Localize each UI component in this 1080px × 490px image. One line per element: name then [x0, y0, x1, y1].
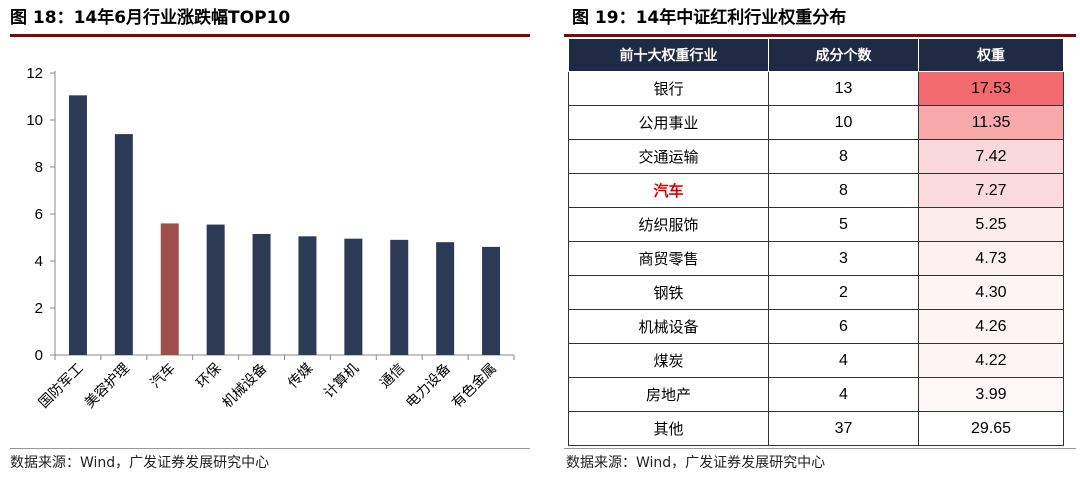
bar-1	[68, 95, 87, 355]
bar-10	[482, 246, 501, 355]
title-divider	[564, 34, 1076, 37]
weight-cell: 17.53	[918, 71, 1064, 106]
count-cell: 13	[768, 71, 919, 106]
x-category-label: 机械设备	[219, 360, 271, 412]
count-cell: 5	[768, 207, 919, 242]
industry-cell: 商贸零售	[568, 241, 769, 276]
table-row: 交通运输 8 7.42	[568, 139, 1064, 174]
x-category-label: 通信	[377, 361, 408, 392]
header-industry: 前十大权重行业	[568, 38, 769, 72]
weight-cell: 4.26	[918, 309, 1064, 344]
header-weight: 权重	[918, 38, 1064, 72]
bar-6	[298, 236, 317, 355]
industry-cell: 煤炭	[568, 343, 769, 378]
bar-3	[160, 223, 179, 355]
industry-cell: 纺织服饰	[568, 207, 769, 242]
count-cell: 4	[768, 343, 919, 378]
weight-cell: 5.25	[918, 207, 1064, 242]
count-cell: 2	[768, 275, 919, 310]
table-row: 煤炭 4 4.22	[568, 343, 1064, 378]
count-cell: 37	[768, 411, 919, 446]
table-row: 汽车 8 7.27	[568, 173, 1064, 208]
table-panel: 图 19：14年中证红利行业权重分布 前十大权重行业 成分个数 权重 银行 13 1…	[562, 0, 1080, 490]
source-divider	[10, 448, 530, 449]
table-source: 数据来源：Wind，广发证券发展研究中心	[566, 455, 826, 471]
table-row: 机械设备 6 4.26	[568, 309, 1064, 344]
bar-5	[252, 233, 271, 355]
table-row: 公用事业 10 11.35	[568, 105, 1064, 140]
x-category-label: 国防军工	[36, 361, 87, 412]
chart-source: 数据来源：Wind，广发证券发展研究中心	[10, 455, 270, 471]
table-row: 钢铁 2 4.30	[568, 275, 1064, 310]
count-cell: 10	[768, 105, 919, 140]
x-category-label: 电力设备	[402, 360, 454, 412]
y-tick-label: 0	[35, 347, 43, 364]
industry-cell: 机械设备	[568, 309, 769, 344]
x-category-label: 传媒	[285, 361, 316, 392]
industry-cell: 交通运输	[568, 139, 769, 174]
bar-2	[114, 134, 133, 355]
count-cell: 3	[768, 241, 919, 276]
industry-cell: 公用事业	[568, 105, 769, 140]
weight-cell: 7.42	[918, 139, 1064, 174]
table-row: 纺织服饰 5 5.25	[568, 207, 1064, 242]
y-tick-label: 4	[35, 253, 43, 270]
bar-9	[436, 242, 455, 355]
table-row: 房地产 4 3.99	[568, 377, 1064, 412]
bar-8	[390, 239, 409, 355]
x-category-label: 汽车	[147, 360, 179, 392]
chart-panel: 图 18：14年6月行业涨跌幅TOP10 0 2 4 6 8 10 12 国防军工 美容护理 汽车…	[10, 8, 530, 471]
weight-cell: 11.35	[918, 105, 1064, 140]
y-tick-label: 2	[35, 300, 43, 317]
table-row: 商贸零售 3 4.73	[568, 241, 1064, 276]
x-category-label: 有色金属	[448, 360, 500, 412]
x-category-label: 环保	[193, 361, 224, 392]
y-tick-label: 6	[35, 206, 43, 223]
bar-7	[344, 238, 363, 355]
industry-cell: 房地产	[568, 377, 769, 412]
weight-cell: 7.27	[918, 173, 1064, 208]
chart-title: 图 18：14年6月行业涨跌幅TOP10	[10, 8, 291, 28]
x-category-label: 美容护理	[81, 360, 133, 412]
title-divider	[10, 34, 530, 37]
weight-cell: 3.99	[918, 377, 1064, 412]
count-cell: 4	[768, 377, 919, 412]
industry-cell: 银行	[568, 71, 769, 106]
x-category-label: 计算机	[321, 361, 362, 402]
source-divider	[564, 448, 1076, 449]
weight-cell: 29.65	[918, 411, 1064, 446]
count-cell: 8	[768, 173, 919, 208]
industry-cell: 汽车	[568, 173, 769, 208]
bar-4	[206, 224, 225, 355]
weight-cell: 4.22	[918, 343, 1064, 378]
count-cell: 8	[768, 139, 919, 174]
header-count: 成分个数	[768, 38, 919, 72]
table-row: 银行 13 17.53	[568, 71, 1064, 106]
weight-cell: 4.73	[918, 241, 1064, 276]
table-title: 图 19：14年中证红利行业权重分布	[572, 8, 847, 28]
weight-cell: 4.30	[918, 275, 1064, 310]
y-tick-label: 12	[26, 65, 43, 82]
y-tick-label: 10	[26, 112, 43, 129]
industry-cell: 钢铁	[568, 275, 769, 310]
table-row: 其他 37 29.65	[568, 411, 1064, 446]
weights-table: 前十大权重行业 成分个数 权重 银行 13 17.53 公用事业 10 11.35 交通运输…	[568, 38, 1064, 446]
table-header-row: 前十大权重行业 成分个数 权重	[568, 38, 1064, 72]
industry-cell: 其他	[568, 411, 769, 446]
count-cell: 6	[768, 309, 919, 344]
y-tick-label: 8	[35, 159, 43, 176]
